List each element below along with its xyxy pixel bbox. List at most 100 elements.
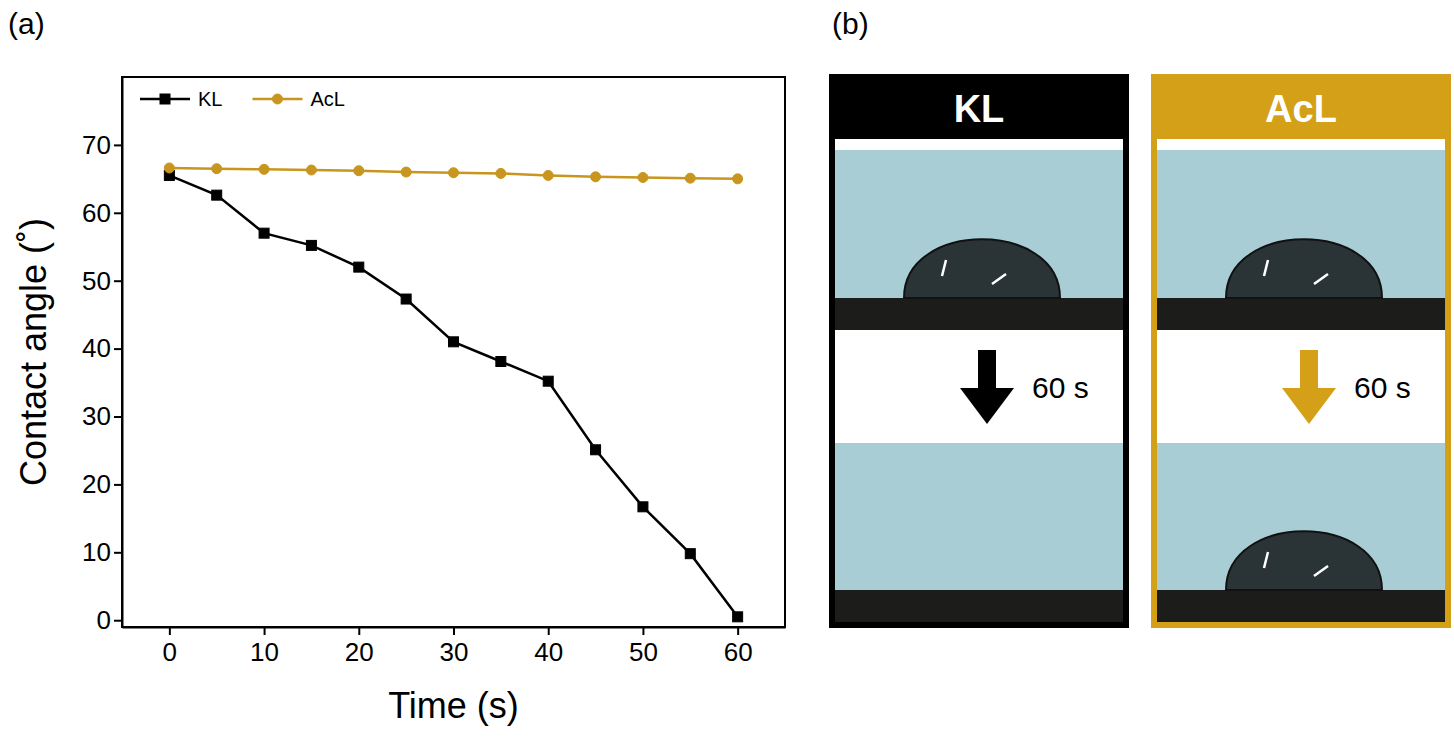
- y-tick-mark: [114, 484, 122, 486]
- droplet-highlight: [1264, 552, 1328, 576]
- panel-label: (a): [8, 7, 45, 40]
- series-marker: [591, 172, 601, 182]
- y-tick: 20: [82, 469, 122, 499]
- photo-border: [1154, 77, 1448, 625]
- x-tick-mark: [358, 627, 360, 635]
- x-tick: 10: [250, 627, 279, 667]
- series: [164, 163, 742, 184]
- photo-panel: KL 60 s: [832, 77, 1126, 625]
- figure: (a) (b) 0 10 20 30 40 50 60 0 10 20 30 40 50 60 70 Time (…: [0, 0, 1454, 742]
- photo-background: [835, 443, 1123, 590]
- y-tick: 0: [97, 605, 122, 635]
- series-marker: [638, 502, 648, 512]
- series: [164, 170, 742, 621]
- panel-label: (b): [832, 7, 869, 40]
- y-tick-mark: [114, 280, 122, 282]
- series-line: [169, 168, 737, 179]
- series-marker: [306, 165, 316, 175]
- photo-title: KL: [954, 88, 1005, 130]
- plot-area: [164, 163, 742, 622]
- legend-marker: [272, 94, 282, 104]
- arrow: [960, 350, 1014, 424]
- series-marker: [685, 549, 695, 559]
- photo-panel: AcL 60 s: [1154, 77, 1448, 625]
- series-marker: [733, 174, 743, 184]
- legend-label: AcL: [310, 88, 344, 110]
- y-axis-title: Contact angle (˚): [13, 218, 54, 486]
- arrow-label: 60 s: [1354, 371, 1411, 404]
- y-tick-label: 40: [82, 333, 111, 363]
- series-marker: [164, 163, 174, 173]
- legend: KL AcL: [140, 88, 345, 110]
- series-marker: [591, 445, 601, 455]
- legend-marker: [160, 94, 170, 104]
- x-tick-mark: [453, 627, 455, 635]
- x-tick-label: 50: [629, 637, 658, 667]
- series-marker: [306, 240, 316, 250]
- y-tick: 50: [82, 266, 122, 296]
- y-tick-mark: [114, 416, 122, 418]
- series-marker: [212, 164, 222, 174]
- x-tick-mark: [264, 627, 266, 635]
- series-marker: [449, 168, 459, 178]
- y-tick-mark: [114, 144, 122, 146]
- legend-label: KL: [198, 88, 222, 110]
- photo-header: [1154, 77, 1448, 139]
- y-tick-label: 30: [82, 401, 111, 431]
- y-tick: 40: [82, 333, 122, 363]
- x-tick-mark: [737, 627, 739, 635]
- x-axis-title: Time (s): [388, 685, 519, 726]
- photo-surface: [1157, 590, 1445, 622]
- y-axis-line: [122, 78, 124, 628]
- arrow-label: 60 s: [1032, 371, 1089, 404]
- x-tick-label: 60: [724, 637, 753, 667]
- y-tick-mark: [114, 620, 122, 622]
- y-tick-label: 70: [82, 130, 111, 160]
- y-tick-mark: [114, 212, 122, 214]
- series-marker: [496, 168, 506, 178]
- series-marker: [401, 167, 411, 177]
- x-tick-mark: [642, 627, 644, 635]
- series-marker: [638, 172, 648, 182]
- x-tick: 50: [629, 627, 658, 667]
- series-marker: [449, 337, 459, 347]
- y-tick-mark: [114, 348, 122, 350]
- series-marker: [401, 294, 411, 304]
- series-marker: [685, 173, 695, 183]
- y-tick-label: 10: [82, 537, 111, 567]
- y-tick: 10: [82, 537, 122, 567]
- photo-surface: [1157, 298, 1445, 330]
- droplet: [1226, 239, 1382, 298]
- y-tick-label: 50: [82, 266, 111, 296]
- arrow: [1282, 350, 1336, 424]
- x-tick: 40: [534, 627, 563, 667]
- droplet-highlight: [1264, 260, 1328, 284]
- y-tick-mark: [114, 552, 122, 554]
- x-tick-label: 0: [163, 637, 177, 667]
- series-marker: [259, 164, 269, 174]
- series-line: [169, 175, 737, 616]
- y-tick: 30: [82, 401, 122, 431]
- droplet: [1226, 531, 1382, 590]
- x-tick-mark: [169, 627, 171, 635]
- x-tick-label: 40: [534, 637, 563, 667]
- x-tick: 60: [724, 627, 753, 667]
- x-tick-mark: [548, 627, 550, 635]
- y-tick-label: 60: [82, 198, 111, 228]
- photo-background: [1157, 150, 1445, 298]
- series-marker: [543, 170, 553, 180]
- x-tick: 20: [345, 627, 374, 667]
- droplet-highlight: [942, 260, 1006, 284]
- photo-header: [832, 77, 1126, 139]
- legend-item: AcL: [252, 88, 344, 110]
- x-axis: 0 10 20 30 40 50 60: [123, 627, 786, 667]
- photo-surface: [835, 590, 1123, 622]
- photo-background: [1157, 443, 1445, 590]
- photo-border: [832, 77, 1126, 625]
- series-marker: [259, 228, 269, 238]
- series-marker: [733, 612, 743, 622]
- x-tick-label: 30: [440, 637, 469, 667]
- photo-title: AcL: [1265, 88, 1337, 130]
- y-tick-label: 0: [97, 605, 111, 635]
- photo-background: [835, 150, 1123, 298]
